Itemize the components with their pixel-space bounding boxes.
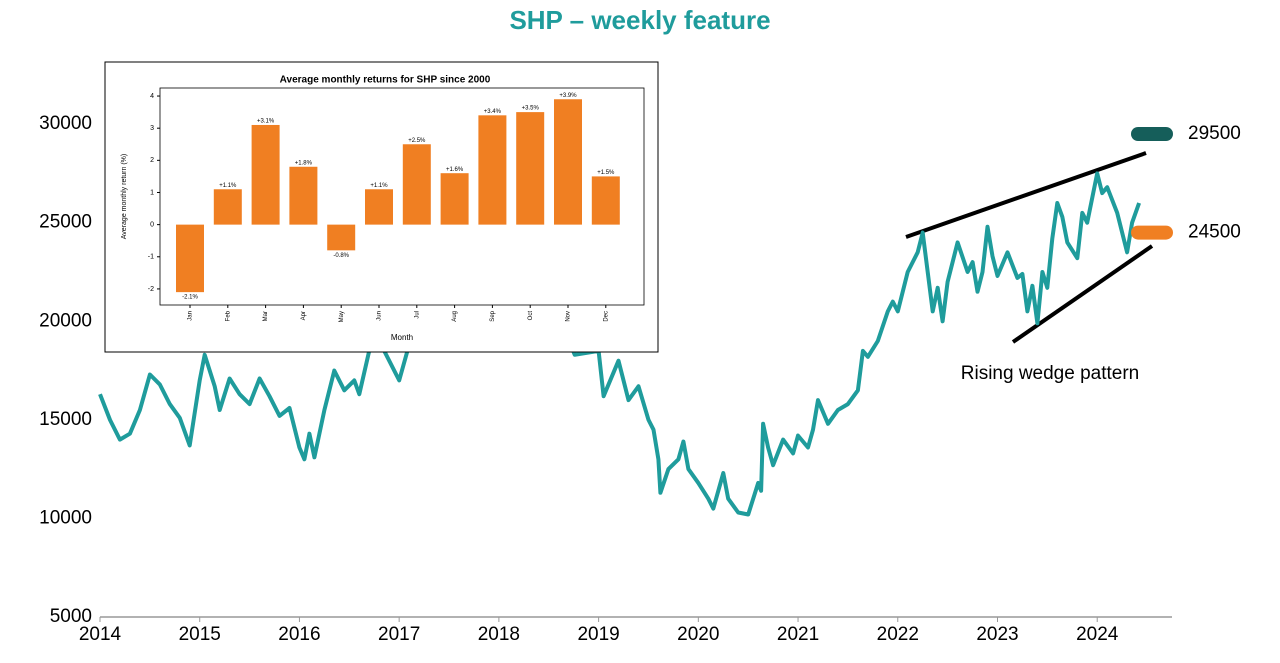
- price-label: 24500: [1188, 222, 1241, 243]
- inset-chart: Average monthly returns for SHP since 20…: [104, 61, 659, 353]
- x-tick-label: Dec: [603, 311, 609, 322]
- value-label: +1.1%: [219, 183, 237, 189]
- bar: [365, 189, 393, 225]
- value-label: +1.5%: [597, 170, 615, 176]
- y-tick-label: 20000: [39, 310, 92, 331]
- x-tick-label: 2024: [1076, 624, 1119, 645]
- y-tick-label: -2: [148, 286, 154, 293]
- x-tick-label: Nov: [566, 311, 572, 322]
- chart-title: SHP – weekly feature: [509, 5, 770, 35]
- y-tick-label: 25000: [39, 212, 92, 233]
- x-tick-label: Sep: [490, 310, 496, 321]
- x-tick-label: 2016: [278, 624, 320, 645]
- value-label: +3.5%: [522, 106, 540, 112]
- x-tick-label: 2022: [877, 624, 919, 645]
- wedge-line: [905, 151, 1147, 239]
- x-tick-label: 2020: [677, 624, 719, 645]
- bar: [176, 224, 204, 293]
- x-tick-label: 2018: [478, 624, 520, 645]
- x-tick-label: 2019: [577, 624, 619, 645]
- x-tick-label: May: [339, 311, 345, 322]
- bar: [591, 176, 620, 225]
- price-marker: [1131, 127, 1173, 141]
- bar: [327, 224, 356, 251]
- x-axis-label: Month: [391, 333, 413, 342]
- y-tick-label: 10000: [39, 507, 92, 528]
- value-label: +1.1%: [370, 183, 388, 189]
- x-tick-label: 2021: [777, 624, 819, 645]
- value-label: +3.9%: [559, 93, 577, 99]
- bar: [213, 189, 242, 225]
- y-tick-label: 3: [150, 125, 154, 132]
- price-line: [98, 171, 1141, 517]
- value-label: +3.1%: [257, 119, 275, 125]
- x-tick-label: Jan: [188, 311, 194, 321]
- y-tick-label: 30000: [39, 113, 92, 134]
- bar: [402, 144, 431, 225]
- bar: [251, 124, 280, 225]
- y-tick-label: 1: [150, 189, 154, 196]
- x-tick-label: 2017: [378, 624, 420, 645]
- value-label: -2.1%: [182, 295, 198, 301]
- x-tick-label: Jun: [377, 311, 383, 321]
- x-tick-label: 2014: [79, 624, 122, 645]
- value-label: +1.6%: [446, 167, 464, 173]
- y-tick-label: -1: [148, 254, 154, 261]
- bar: [516, 112, 545, 225]
- x-tick-label: Aug: [452, 311, 458, 322]
- x-tick-label: Jul: [414, 311, 420, 319]
- y-tick-label: 2: [150, 157, 154, 164]
- x-tick-label: Oct: [528, 311, 534, 321]
- y-axis-label: Average monthly return (%): [121, 154, 128, 239]
- bar: [478, 115, 507, 225]
- x-tick-label: Apr: [301, 311, 307, 320]
- y-tick-label: 5000: [50, 606, 92, 627]
- value-label: +2.5%: [408, 138, 426, 144]
- bar: [440, 173, 469, 225]
- value-label: +3.4%: [484, 109, 502, 115]
- price-label: 29500: [1188, 123, 1241, 144]
- bar: [554, 99, 582, 225]
- inset-title: Average monthly returns for SHP since 20…: [280, 75, 491, 86]
- x-tick-label: 2015: [179, 624, 221, 645]
- inset-plot: [159, 87, 645, 306]
- y-tick-label: 15000: [39, 409, 92, 430]
- y-tick-label: 4: [150, 93, 154, 100]
- x-tick-label: Mar: [263, 311, 269, 321]
- wedge-line: [1011, 244, 1154, 344]
- pattern-label: Rising wedge pattern: [961, 363, 1140, 384]
- y-tick-label: 0: [150, 221, 154, 228]
- bar: [289, 166, 318, 225]
- x-tick-label: 2023: [976, 624, 1018, 645]
- value-label: +1.8%: [295, 160, 313, 166]
- x-tick-label: Feb: [225, 310, 231, 321]
- value-label: -0.8%: [333, 253, 349, 259]
- price-marker: [1131, 225, 1173, 240]
